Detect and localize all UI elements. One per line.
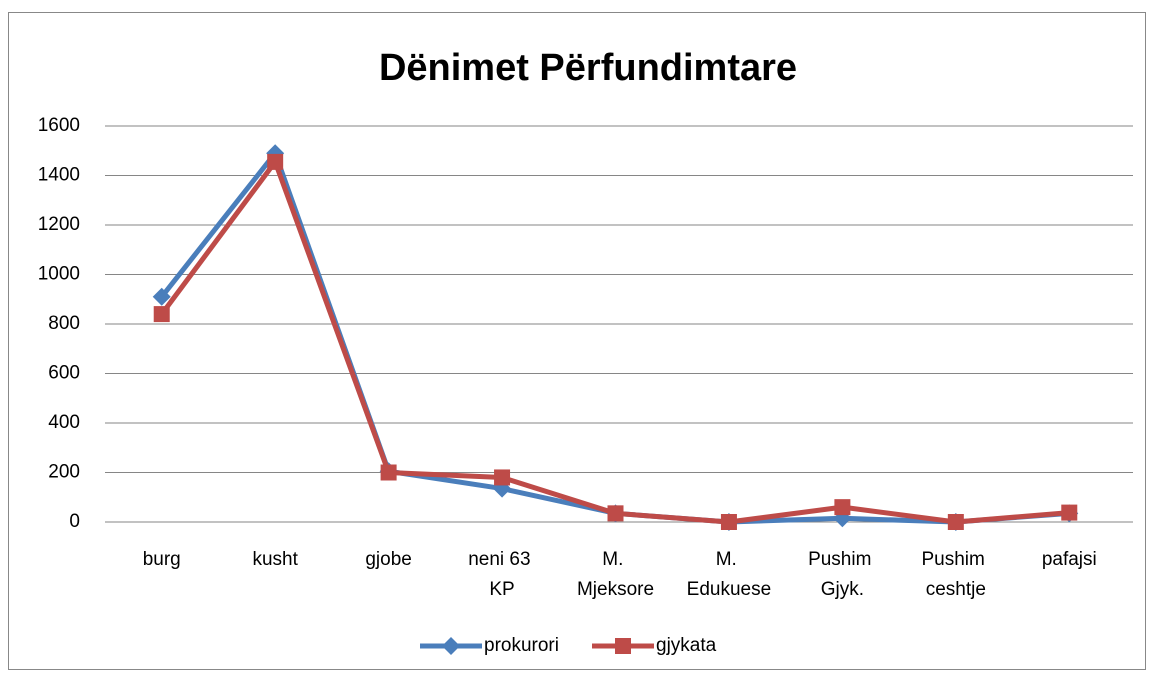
x-tick-label: Pushim ceshtje (922, 549, 991, 600)
x-tick-label: M. Edukuese (687, 549, 772, 600)
chart-border (8, 12, 1146, 670)
point (947, 514, 964, 530)
y-tick-label: 1400 (38, 165, 80, 186)
y-tick-label: 1200 (38, 214, 80, 235)
legend-label: prokurori (484, 635, 559, 656)
point (833, 509, 852, 528)
x-tick-line: neni 63 (468, 549, 536, 570)
x-tick-label: neni 63 KP (468, 549, 536, 600)
point (607, 505, 624, 522)
x-tick-line: Mjeksore (577, 579, 654, 600)
x-tick-label: gjobe (365, 549, 412, 570)
x-tick-line: KP (489, 579, 514, 600)
x-tick-label: Pushim Gjyk. (808, 549, 877, 600)
x-tick-line: Gjyk. (821, 579, 864, 600)
x-tick-line: Edukuese (687, 579, 772, 600)
y-tick-label: 400 (48, 412, 80, 433)
y-tick-label: 600 (48, 363, 80, 384)
x-tick-label: burg (143, 549, 181, 570)
point (1061, 504, 1078, 521)
x-tick-line: burg (143, 549, 181, 570)
x-tick-line: M. (716, 549, 742, 570)
point (152, 287, 171, 306)
point (834, 499, 851, 516)
x-tick-line: M. (602, 549, 628, 570)
y-tick-label: 1000 (38, 264, 80, 285)
x-tick-line: Pushim (808, 549, 877, 570)
x-tick-label: kusht (252, 549, 298, 570)
legend-label: gjykata (656, 635, 717, 656)
legend-marker (442, 637, 460, 655)
y-tick-label: 800 (48, 313, 80, 334)
point (267, 153, 284, 170)
point (494, 469, 511, 486)
y-tick-label: 200 (48, 462, 80, 483)
x-tick-label: pafajsi (1042, 549, 1097, 570)
y-tick-label: 0 (69, 511, 80, 532)
x-tick-line: kusht (252, 549, 298, 570)
point (380, 464, 397, 481)
x-tick-line: ceshtje (926, 579, 986, 600)
x-tick-label: M. Mjeksore (577, 549, 654, 600)
chart-title: Dënimet Përfundimtare (379, 47, 797, 89)
point (153, 306, 170, 323)
legend-marker (615, 638, 631, 654)
y-tick-label: 1600 (38, 115, 80, 136)
x-tick-line: pafajsi (1042, 549, 1097, 570)
x-tick-line: gjobe (365, 549, 412, 570)
point (720, 514, 737, 530)
x-tick-line: Pushim (922, 549, 991, 570)
